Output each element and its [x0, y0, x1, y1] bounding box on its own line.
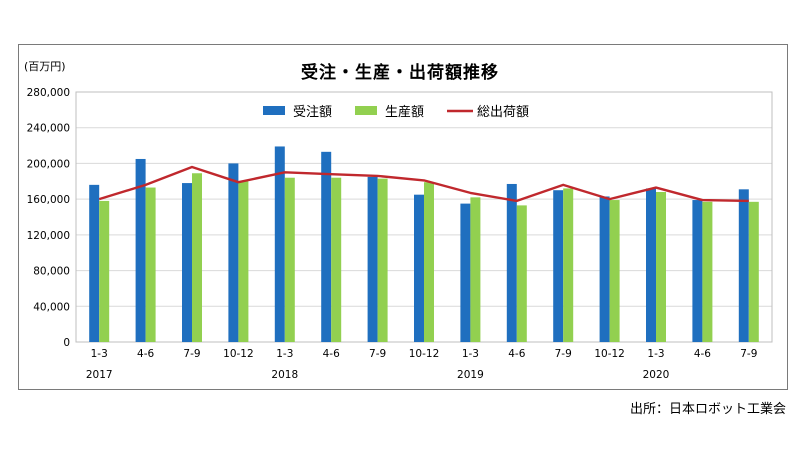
chart-frame: [18, 44, 788, 390]
source-note: 出所：日本ロボット工業会: [629, 402, 786, 417]
chart-title: 受注・生産・出荷額推移: [301, 63, 499, 83]
y-unit-label: (百万円): [24, 60, 66, 73]
